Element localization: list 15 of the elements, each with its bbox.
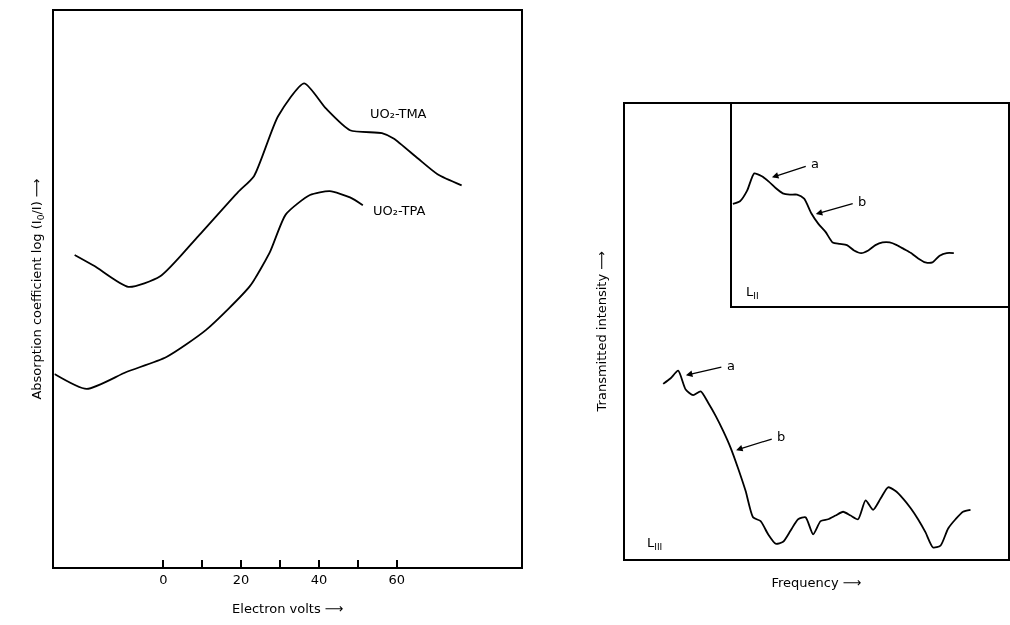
- x-axis-title: Frequency ⟶: [771, 574, 862, 590]
- annotation: b: [777, 429, 786, 444]
- annotation: L$_{II}$: [746, 284, 759, 301]
- x-tick-label: 0: [159, 572, 168, 588]
- annotation: b: [858, 194, 867, 209]
- x-tick-label: 60: [388, 572, 405, 588]
- x-axis-title: Electron volts ⟶: [232, 601, 344, 617]
- annotation: a: [727, 358, 735, 373]
- text: a: [811, 156, 819, 171]
- series-label: UO₂-TMA: [370, 106, 427, 121]
- y-axis-title: Transmitted intensity ⟶: [593, 251, 609, 413]
- x-tick-label: 20: [232, 572, 250, 588]
- x-tick-label: 40: [310, 572, 328, 588]
- series-label: UO₂-TPA: [373, 203, 426, 218]
- annotation: L$_{III}$: [647, 535, 663, 552]
